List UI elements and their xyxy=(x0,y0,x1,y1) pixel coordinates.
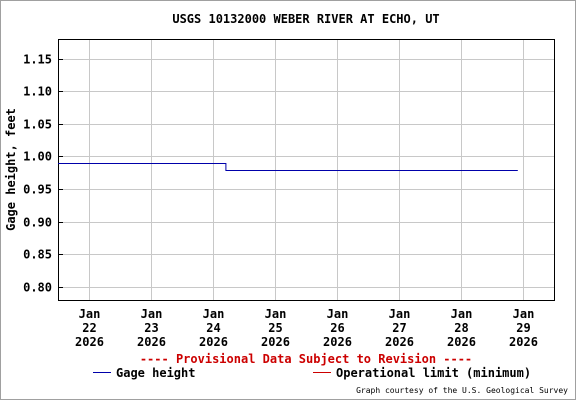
y-tick-label: 0.90 xyxy=(23,216,52,230)
x-tick-label: Jan 25 2026 xyxy=(261,307,290,349)
y-tick-label: 0.80 xyxy=(23,281,52,295)
y-tick-label: 1.05 xyxy=(23,118,52,132)
x-tick-label: Jan 27 2026 xyxy=(385,307,414,349)
x-tick-label: Jan 26 2026 xyxy=(323,307,352,349)
x-tick-label: Jan 29 2026 xyxy=(509,307,538,349)
chart-title: USGS 10132000 WEBER RIVER AT ECHO, UT xyxy=(172,12,439,26)
provisional-notice: ---- Provisional Data Subject to Revisio… xyxy=(140,352,472,366)
legend-label: Operational limit (minimum) xyxy=(336,366,531,380)
y-tick-label: 0.95 xyxy=(23,183,52,197)
credit-text: Graph courtesy of the U.S. Geological Su… xyxy=(356,386,568,395)
grid xyxy=(58,39,554,300)
y-axis-label: Gage height, feet xyxy=(4,108,18,231)
series-group xyxy=(58,163,518,171)
y-tick-label: 0.85 xyxy=(23,248,52,262)
legend: Gage height Operational limit (minimum) xyxy=(93,366,531,380)
x-tick-label: Jan 23 2026 xyxy=(137,307,166,349)
legend-label: Gage height xyxy=(116,366,195,380)
x-tick-label: Jan 28 2026 xyxy=(447,307,476,349)
x-axis-ticks: Jan 22 2026 Jan 23 2026 Jan 24 2026 Jan 25 2026 Jan 2… xyxy=(75,307,538,349)
y-tick-label: 1.00 xyxy=(23,150,52,164)
y-tick-label: 1.10 xyxy=(23,85,52,99)
plot-area xyxy=(58,39,555,301)
x-tick-label: Jan 24 2026 xyxy=(199,307,228,349)
series-line-gage-height xyxy=(58,163,518,171)
y-tick-label: 1.15 xyxy=(23,53,52,67)
x-tick-label: Jan 22 2026 xyxy=(75,307,104,349)
y-axis-ticks: 1.15 1.10 1.05 1.00 0.95 0.90 0.85 0.80 xyxy=(23,53,52,295)
